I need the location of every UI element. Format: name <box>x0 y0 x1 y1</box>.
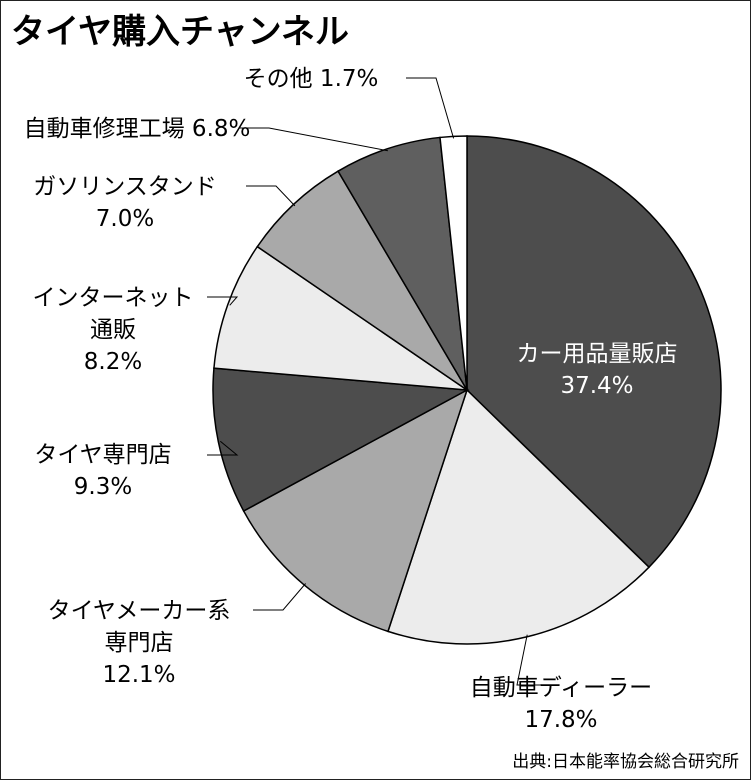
slice-label-5-0: ガソリンスタンド <box>33 174 217 200</box>
pie-slice-6 <box>337 136 468 391</box>
pie-slice-3 <box>212 367 470 512</box>
leader-line-7 <box>406 77 455 139</box>
leader-line-4 <box>207 296 239 306</box>
slice-label-1-0: 自動車ディーラー <box>470 675 652 701</box>
pie-slice-4 <box>213 245 470 391</box>
leader-line-5 <box>246 185 296 207</box>
slice-label-7-0: その他 1.7% <box>244 66 379 92</box>
slice-value-4: 8.2% <box>84 349 142 375</box>
chart-source: 出典:日本能率協会総合研究所 <box>512 752 739 772</box>
slice-label-6-0: 自動車修理工場 6.8% <box>24 116 251 142</box>
leader-line-2 <box>253 583 306 611</box>
slice-label-0-0: カー用品量販店 <box>517 341 678 367</box>
slice-value-1: 17.8% <box>524 707 597 733</box>
leader-line-6 <box>239 127 388 152</box>
slice-label-3-0: タイヤ専門店 <box>34 442 171 468</box>
slice-label-2-0: タイヤメーカー系 <box>48 598 231 624</box>
pie-slice-0 <box>466 135 722 569</box>
leader-line-3 <box>207 440 239 456</box>
slice-label-4-1: 通販 <box>90 317 136 343</box>
slice-label-2-1: 専門店 <box>105 630 174 656</box>
slice-value-0: 37.4% <box>560 373 633 399</box>
pie-slice-1 <box>387 388 651 645</box>
slice-value-2: 12.1% <box>102 662 175 688</box>
slice-label-4-0: インターネット <box>33 285 194 311</box>
leader-line-1 <box>516 634 547 686</box>
chart-title: タイヤ購入チャンネル <box>11 12 349 52</box>
slice-value-5: 7.0% <box>96 206 154 232</box>
slice-value-3: 9.3% <box>74 474 132 500</box>
